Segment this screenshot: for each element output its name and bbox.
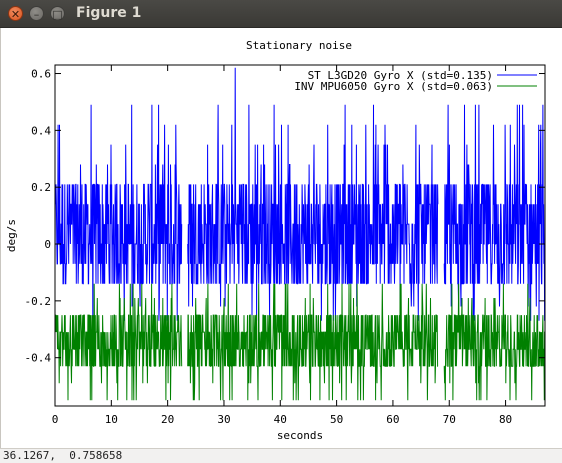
- x-axis-label: seconds: [277, 429, 323, 442]
- maximize-icon[interactable]: □: [50, 6, 65, 21]
- ticks-layer: 0 10 20 30 40 50 60 70 80 0.6 0.4 0.2 0 -0.2 -0.4: [25, 65, 545, 426]
- status-bar: 36.1267, 0.758658: [0, 448, 562, 463]
- y-tick-label: 0: [44, 238, 51, 251]
- x-tick-label: 50: [330, 413, 343, 426]
- x-tick-label: 80: [499, 413, 512, 426]
- y-tick-label: -0.2: [25, 295, 52, 308]
- y-tick-label: -0.4: [25, 352, 52, 365]
- x-tick-label: 40: [274, 413, 287, 426]
- x-tick-label: 10: [105, 413, 118, 426]
- plot-svg: Stationary noise 0 10 20 30 40 50 60 70 80 0.6 0.4…: [5, 39, 546, 442]
- legend-label-inv-mpu6050: INV MPU6050 Gyro X (std=0.063): [294, 80, 493, 93]
- x-tick-label: 30: [217, 413, 230, 426]
- y-axis-label: deg/s: [5, 219, 18, 252]
- close-icon[interactable]: ✕: [8, 6, 23, 21]
- legend: ST L3GD20 Gyro X (std=0.135) INV MPU6050…: [294, 69, 537, 93]
- y-tick-label: 0.4: [31, 124, 51, 137]
- x-tick-label: 70: [443, 413, 456, 426]
- window-title: Figure 1: [76, 5, 142, 21]
- plot-frame: [54, 64, 546, 407]
- y-tick-label: 0.2: [31, 181, 51, 194]
- x-tick-label: 20: [161, 413, 174, 426]
- y-tick-label: 0.6: [31, 68, 51, 81]
- x-tick-label: 60: [386, 413, 399, 426]
- legend-label-st-l3gd20: ST L3GD20 Gyro X (std=0.135): [308, 69, 493, 82]
- series-line-1: [55, 283, 546, 401]
- title-bar: ✕ – □ Figure 1: [0, 0, 562, 28]
- series-layer: [54, 67, 546, 401]
- plot-canvas[interactable]: Stationary noise 0 10 20 30 40 50 60 70 80 0.6 0.4…: [0, 28, 562, 448]
- chart-title: Stationary noise: [246, 39, 352, 52]
- minimize-icon[interactable]: –: [29, 6, 44, 21]
- cursor-coordinates: 36.1267, 0.758658: [3, 449, 123, 462]
- series-line-0: [54, 67, 546, 321]
- x-tick-label: 0: [52, 413, 59, 426]
